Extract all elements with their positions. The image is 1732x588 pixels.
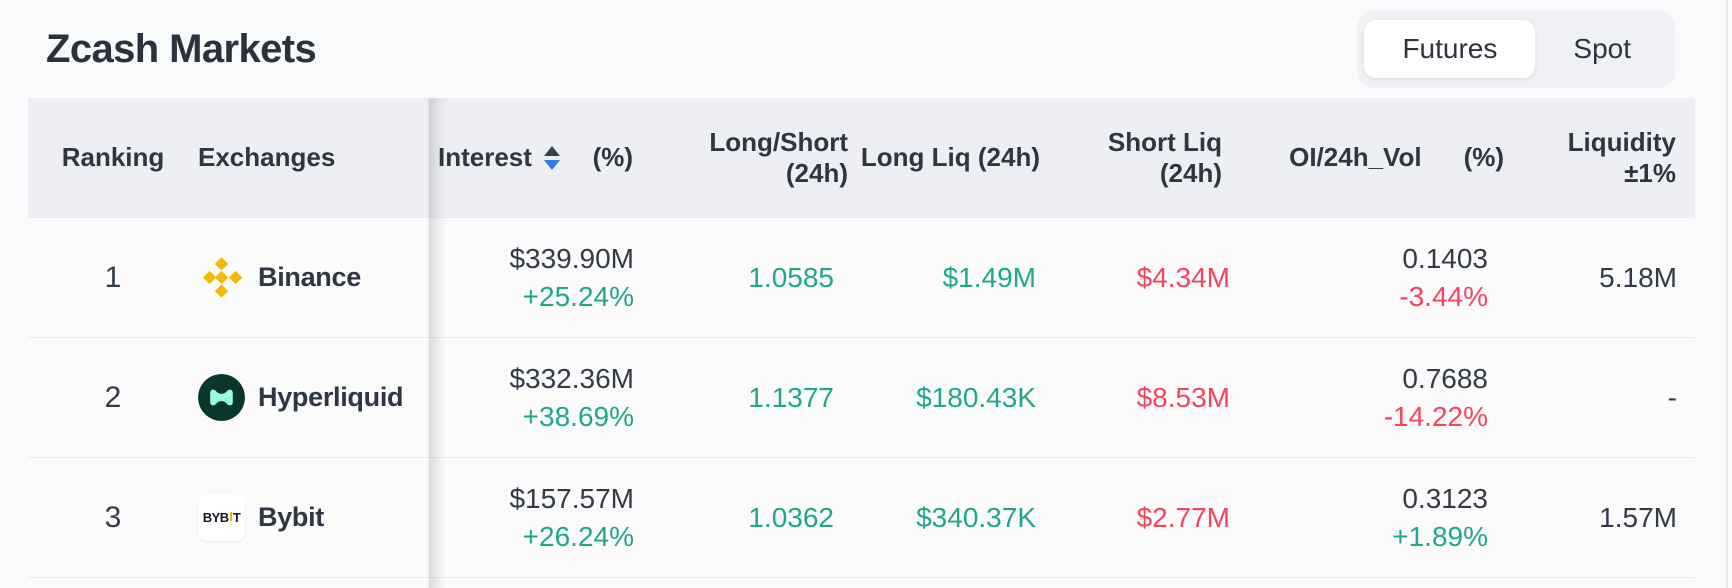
col-long-short-header: Long/Short (24h): [709, 126, 848, 188]
short-liq-cell: $8.53M: [1136, 381, 1230, 413]
exchange-name: Bybit: [258, 502, 325, 532]
long-short-cell: 1.0362: [748, 501, 834, 533]
long-liq-cell: $340.37K: [916, 501, 1036, 533]
col-long-liq-header: Long Liq (24h): [860, 142, 1040, 172]
exchange-cell[interactable]: Binance: [198, 254, 428, 301]
oi-vol-value: 0.1403: [1402, 242, 1488, 274]
bybit-logo-icon: BYB I T: [198, 494, 245, 541]
page-title: Zcash Markets: [46, 26, 317, 71]
table-row: 3 BYB I T Bybit $157.57M +26.24% 1.0362 $3…: [28, 457, 1695, 577]
open-interest-change: +38.69%: [522, 400, 634, 432]
exchange-name: Binance: [258, 262, 361, 292]
hyperliquid-logo-icon: [198, 374, 245, 421]
partial-next-row: [28, 577, 1695, 588]
liquidity-cell: 5.18M: [1599, 261, 1677, 293]
markets-table: Ranking Exchanges Interest (%) Long/Shor…: [28, 98, 1695, 588]
oi-vol-change: -3.44%: [1399, 280, 1488, 312]
long-liq-cell: $1.49M: [942, 261, 1036, 293]
liquidity-cell: -: [1667, 381, 1677, 413]
oi-vol-value: 0.3123: [1402, 482, 1488, 514]
col-ranking-header: Ranking: [61, 142, 165, 172]
open-interest-pct-header-label: (%): [592, 142, 633, 172]
short-liq-cell: $4.34M: [1136, 261, 1230, 293]
oi-vol-change: -14.22%: [1383, 400, 1488, 432]
oi-vol-cell: 0.3123 +1.89%: [1238, 480, 1510, 556]
binance-logo-icon: [198, 254, 245, 301]
col-exchanges-header: Exchanges: [198, 142, 336, 172]
exchange-name: Hyperliquid: [258, 382, 404, 412]
oi-vol-header-label: OI/24h_Vol: [1289, 142, 1422, 172]
col-oi-vol-header: OI/24h_Vol (%): [1238, 142, 1510, 173]
open-interest-change: +25.24%: [522, 280, 634, 312]
ranking-cell: 1: [104, 260, 122, 294]
open-interest-cell: $332.36M +38.69%: [428, 360, 648, 436]
ranking-cell: 2: [104, 380, 122, 414]
open-interest-value: $332.36M: [509, 362, 634, 394]
long-short-cell: 1.1377: [748, 381, 834, 413]
futures-spot-toggle: Futures Spot: [1358, 10, 1675, 88]
col-open-interest-header[interactable]: Interest (%): [428, 142, 648, 173]
exchange-cell[interactable]: BYB I T Bybit: [198, 494, 428, 541]
short-liq-cell: $2.77M: [1136, 501, 1230, 533]
oi-vol-cell: 0.7688 -14.22%: [1238, 360, 1510, 436]
toggle-option-spot[interactable]: Spot: [1573, 33, 1631, 64]
oi-vol-value: 0.7688: [1402, 362, 1488, 394]
sort-down-arrow-icon: [543, 159, 560, 170]
exchange-cell[interactable]: Hyperliquid: [198, 374, 428, 421]
liquidity-cell: 1.57M: [1599, 501, 1677, 533]
long-short-cell: 1.0585: [748, 261, 834, 293]
table-header: Ranking Exchanges Interest (%) Long/Shor…: [28, 98, 1695, 217]
table-body: 1 Binance $339.90M +25.24%: [28, 217, 1695, 577]
toggle-option-futures[interactable]: Futures: [1364, 20, 1536, 78]
open-interest-value: $339.90M: [509, 242, 634, 274]
open-interest-cell: $339.90M +25.24%: [428, 240, 648, 316]
page-right-divider: [1726, 0, 1728, 588]
oi-vol-pct-header-label: (%): [1463, 142, 1504, 172]
ranking-cell: 3: [104, 500, 122, 534]
top-bar: Zcash Markets Futures Spot: [0, 0, 1732, 98]
open-interest-change: +26.24%: [522, 520, 634, 552]
long-liq-cell: $180.43K: [916, 381, 1036, 413]
table-row: 1 Binance $339.90M +25.24%: [28, 217, 1695, 337]
col-liquidity-header: Liquidity ±1%: [1567, 126, 1676, 188]
open-interest-cell: $157.57M +26.24%: [428, 480, 648, 556]
open-interest-header-label: Interest: [438, 142, 532, 172]
sort-up-arrow-icon: [543, 145, 560, 156]
open-interest-value: $157.57M: [509, 482, 634, 514]
sort-icon[interactable]: [543, 145, 560, 170]
table-row: 2 Hyperliquid $332.36M +38.69% 1.1377 $1…: [28, 337, 1695, 457]
oi-vol-cell: 0.1403 -3.44%: [1238, 240, 1510, 316]
col-short-liq-header: Short Liq (24h): [1107, 126, 1222, 188]
oi-vol-change: +1.89%: [1392, 520, 1488, 552]
